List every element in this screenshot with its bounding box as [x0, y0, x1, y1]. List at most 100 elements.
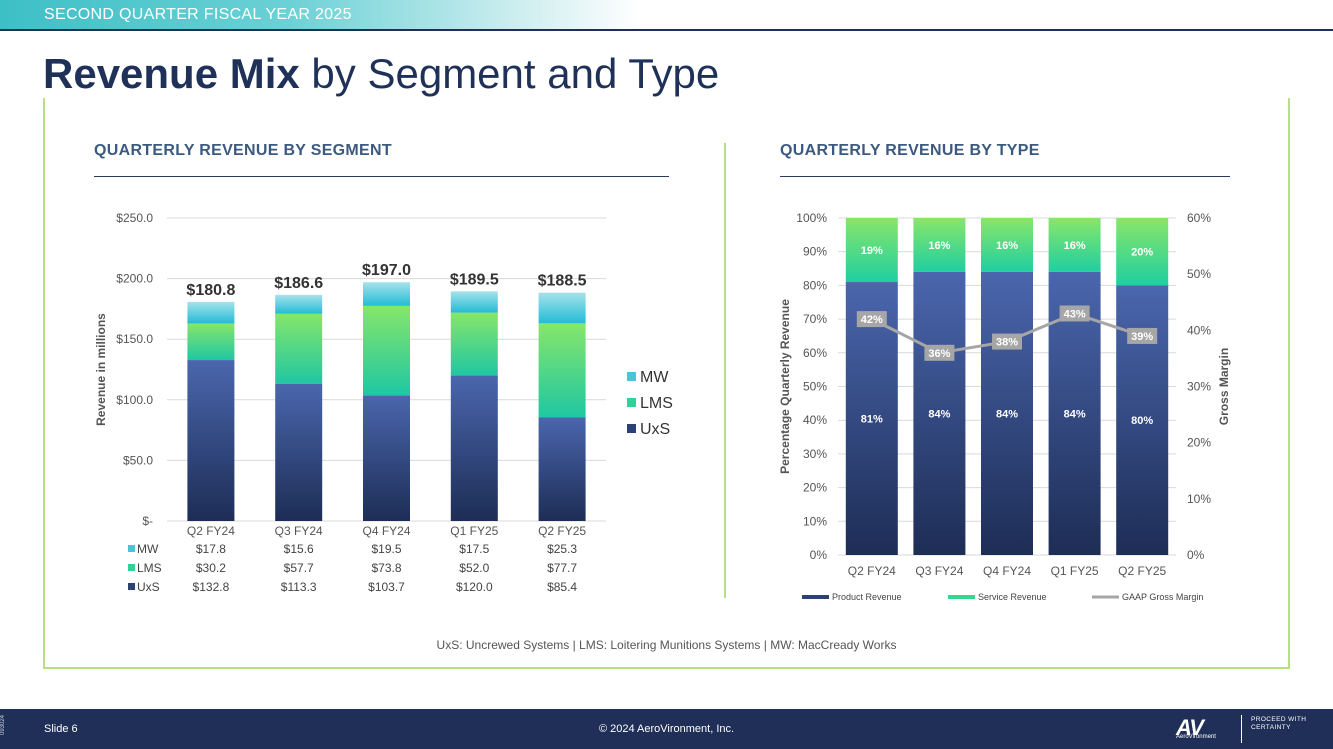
- table-cell: $17.8: [196, 542, 226, 556]
- banner-text: SECOND QUARTER FISCAL YEAR 2025: [44, 6, 352, 23]
- seg-bar-mw: [187, 301, 235, 324]
- table-cell: $77.7: [547, 561, 577, 575]
- company-logo-text: AeroVironment: [1176, 734, 1216, 740]
- copyright: © 2024 AeroVironment, Inc.: [598, 723, 735, 735]
- type-bar-service-revenue: [981, 218, 1033, 272]
- type-legend-label: Product Revenue: [832, 592, 902, 602]
- type-bar-service-revenue: [845, 218, 898, 283]
- gross-margin-label: 38%: [996, 337, 1018, 349]
- center-divider: [724, 143, 726, 598]
- seg-bar-lms: [275, 313, 323, 384]
- table-cell: $15.6: [284, 542, 314, 556]
- seg-bar-mw: [363, 282, 410, 306]
- header-rule: [0, 29, 1333, 31]
- seg-y-tick-label: $200.0: [116, 272, 153, 286]
- type-x-tick-label: Q4 FY24: [983, 564, 1031, 578]
- type-legend-label: GAAP Gross Margin: [1122, 592, 1203, 602]
- type-bar-label-product-revenue: 84%: [1064, 408, 1086, 420]
- seg-total-label: $189.5: [450, 271, 499, 288]
- seg-x-tick-label: Q4 FY24: [362, 524, 410, 538]
- seg-legend-label: LMS: [640, 395, 673, 412]
- seg-bar-uxs: [187, 360, 235, 521]
- type-bar-label-product-revenue: 84%: [996, 408, 1018, 420]
- seg-legend-label: UxS: [640, 421, 670, 438]
- seg-total-label: $180.8: [186, 282, 235, 299]
- seg-y-tick-label: $250.0: [116, 211, 153, 225]
- type-bar-service-revenue: [1048, 218, 1101, 272]
- type-y-tick-label: 60%: [803, 346, 827, 360]
- seg-bar-lms: [450, 312, 498, 376]
- content-frame: [43, 98, 1290, 669]
- type-y-tick-label: 40%: [803, 413, 827, 427]
- table-row-label: UxS: [137, 580, 160, 594]
- type-y-tick-label: 10%: [803, 514, 827, 528]
- seg-bar-mw: [275, 294, 323, 314]
- gross-margin-marker: [924, 344, 955, 361]
- type-bar-label-product-revenue: 80%: [1131, 415, 1153, 427]
- tagline: PROCEED WITH CERTAINTY: [1251, 716, 1307, 731]
- table-cell: $113.3: [281, 580, 317, 594]
- type-y2-tick-label: 30%: [1187, 380, 1211, 394]
- gross-margin-label: 43%: [1064, 308, 1086, 320]
- seg-bar-lms: [363, 305, 410, 396]
- type-x-tick-label: Q1 FY25: [1051, 564, 1099, 578]
- type-y-tick-label: 70%: [803, 312, 827, 326]
- seg-bar-lms: [187, 323, 235, 361]
- table-cell: $19.5: [371, 542, 401, 556]
- table-row-label: LMS: [137, 561, 162, 575]
- table-cell: $30.2: [196, 561, 226, 575]
- type-y2-tick-label: 60%: [1187, 211, 1211, 225]
- table-cell: $57.7: [284, 561, 314, 575]
- type-bar-product-revenue: [913, 271, 966, 555]
- type-y2-tick-label: 50%: [1187, 267, 1211, 281]
- table-cell: $25.3: [547, 542, 577, 556]
- type-bar-label-service-revenue: 16%: [1064, 240, 1086, 252]
- table-row-swatch: [128, 583, 135, 590]
- seg-bar-mw: [450, 291, 498, 313]
- footer-bar: [0, 709, 1333, 749]
- gross-margin-marker: [1127, 327, 1158, 344]
- seg-bar-uxs: [538, 417, 586, 521]
- type-y2-tick-label: 20%: [1187, 436, 1211, 450]
- seg-total-label: $197.0: [362, 262, 411, 279]
- type-bar-label-service-revenue: 20%: [1131, 247, 1153, 259]
- type-bar-label-service-revenue: 16%: [928, 240, 950, 252]
- table-cell: $17.5: [459, 542, 489, 556]
- type-y-tick-label: 80%: [803, 278, 827, 292]
- type-y2-tick-label: 10%: [1187, 492, 1211, 506]
- page-title: Revenue Mix by Segment and Type: [43, 50, 719, 98]
- page-title-rest: by Segment and Type: [299, 50, 720, 97]
- table-cell: $103.7: [368, 580, 405, 594]
- table-cell: $52.0: [459, 561, 489, 575]
- seg-total-label: $188.5: [538, 273, 587, 290]
- header-banner: SECOND QUARTER FISCAL YEAR 2025: [0, 0, 640, 30]
- seg-bar-uxs: [363, 395, 410, 521]
- company-logo: AV: [1176, 715, 1204, 740]
- seg-y-tick-label: $50.0: [123, 453, 153, 467]
- gross-margin-marker: [1059, 305, 1090, 322]
- seg-y-axis-title: Revenue in millions: [94, 313, 108, 426]
- table-cell: $120.0: [456, 580, 493, 594]
- gross-margin-marker: [992, 333, 1022, 350]
- type-bar-product-revenue: [981, 271, 1033, 555]
- type-x-tick-label: Q3 FY24: [915, 564, 963, 578]
- type-legend-swatch-service: [948, 595, 975, 599]
- seg-y-tick-label: $-: [142, 514, 153, 528]
- type-y-tick-label: 0%: [810, 548, 828, 562]
- seg-x-tick-label: Q2 FY25: [538, 524, 586, 538]
- gross-margin-label: 36%: [928, 348, 950, 360]
- type-y-tick-label: 90%: [803, 245, 827, 259]
- type-y-axis-title: Percentage Quarterly Revenue: [778, 299, 792, 474]
- type-legend-swatch-product: [802, 595, 829, 599]
- page-title-bold: Revenue Mix: [43, 50, 300, 97]
- table-row-label: MW: [137, 542, 159, 556]
- seg-bar-uxs: [275, 383, 323, 521]
- gross-margin-label: 42%: [861, 314, 883, 326]
- type-x-tick-label: Q2 FY24: [848, 564, 896, 578]
- seg-bar-lms: [538, 323, 586, 418]
- gross-margin-label: 39%: [1131, 331, 1153, 343]
- footnote: UxS: Uncrewed Systems | LMS: Loitering M…: [436, 638, 897, 652]
- type-bar-label-service-revenue: 16%: [996, 240, 1018, 252]
